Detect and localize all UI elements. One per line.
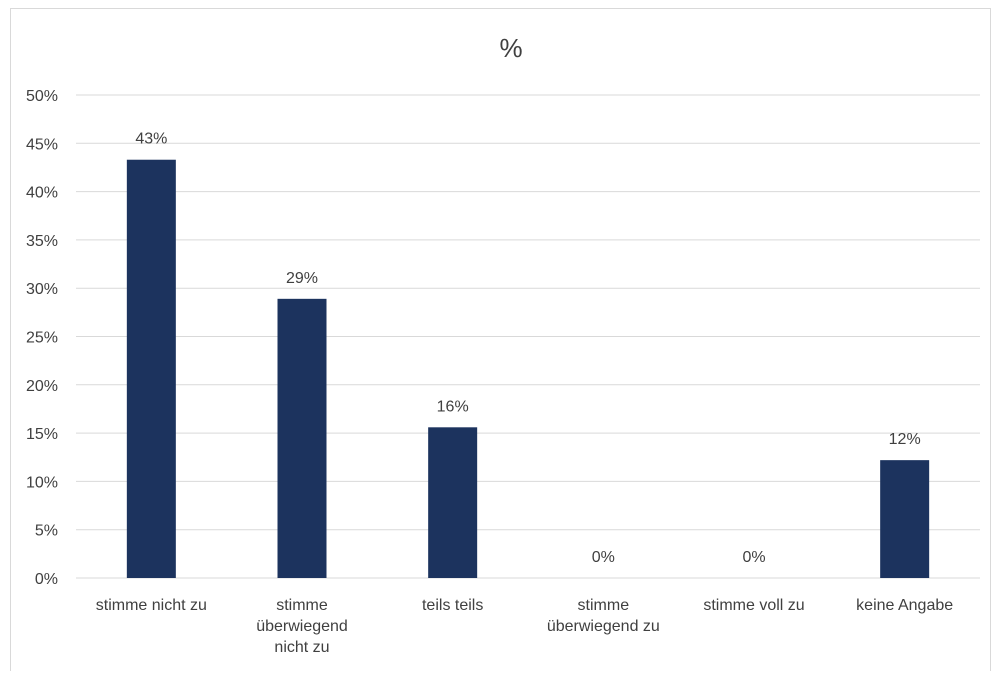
y-tick-label: 15% xyxy=(26,426,58,443)
data-labels: 43% 29% 16% 0% 0% 12% xyxy=(135,131,920,566)
data-label: 29% xyxy=(286,270,318,287)
bars xyxy=(126,159,930,579)
data-label: 12% xyxy=(889,431,921,448)
y-tick-label: 25% xyxy=(26,330,58,347)
category-label: stimme nicht zu xyxy=(96,597,207,614)
y-axis-ticks: 0% 5% 10% 15% 20% 25% 30% 35% 40% 45% 50% xyxy=(26,88,58,588)
y-tick-label: 40% xyxy=(26,185,58,202)
category-label: teils teils xyxy=(422,597,483,614)
y-tick-label: 5% xyxy=(35,523,58,540)
bar xyxy=(428,427,478,578)
y-tick-label: 50% xyxy=(26,88,58,105)
data-label: 0% xyxy=(742,549,765,566)
y-tick-label: 10% xyxy=(26,474,58,491)
chart-title: % xyxy=(499,33,522,63)
y-tick-label: 30% xyxy=(26,281,58,298)
bar xyxy=(277,298,327,578)
data-label: 16% xyxy=(437,398,469,415)
category-label: stimme überwiegend zu xyxy=(547,597,660,635)
y-tick-label: 45% xyxy=(26,136,58,153)
category-label: keine Angabe xyxy=(856,597,953,614)
bar xyxy=(880,460,930,578)
y-tick-label: 20% xyxy=(26,378,58,395)
category-label: stimme voll zu xyxy=(703,597,804,614)
category-labels: stimme nicht zu stimme überwiegend nicht zu… xyxy=(96,597,953,656)
bar xyxy=(126,159,176,579)
y-tick-label: 35% xyxy=(26,233,58,250)
data-label: 0% xyxy=(592,549,615,566)
category-label: stimme überwiegend nicht zu xyxy=(256,597,348,656)
gridlines xyxy=(76,94,980,579)
data-label: 43% xyxy=(135,131,167,148)
y-tick-label: 0% xyxy=(35,571,58,588)
